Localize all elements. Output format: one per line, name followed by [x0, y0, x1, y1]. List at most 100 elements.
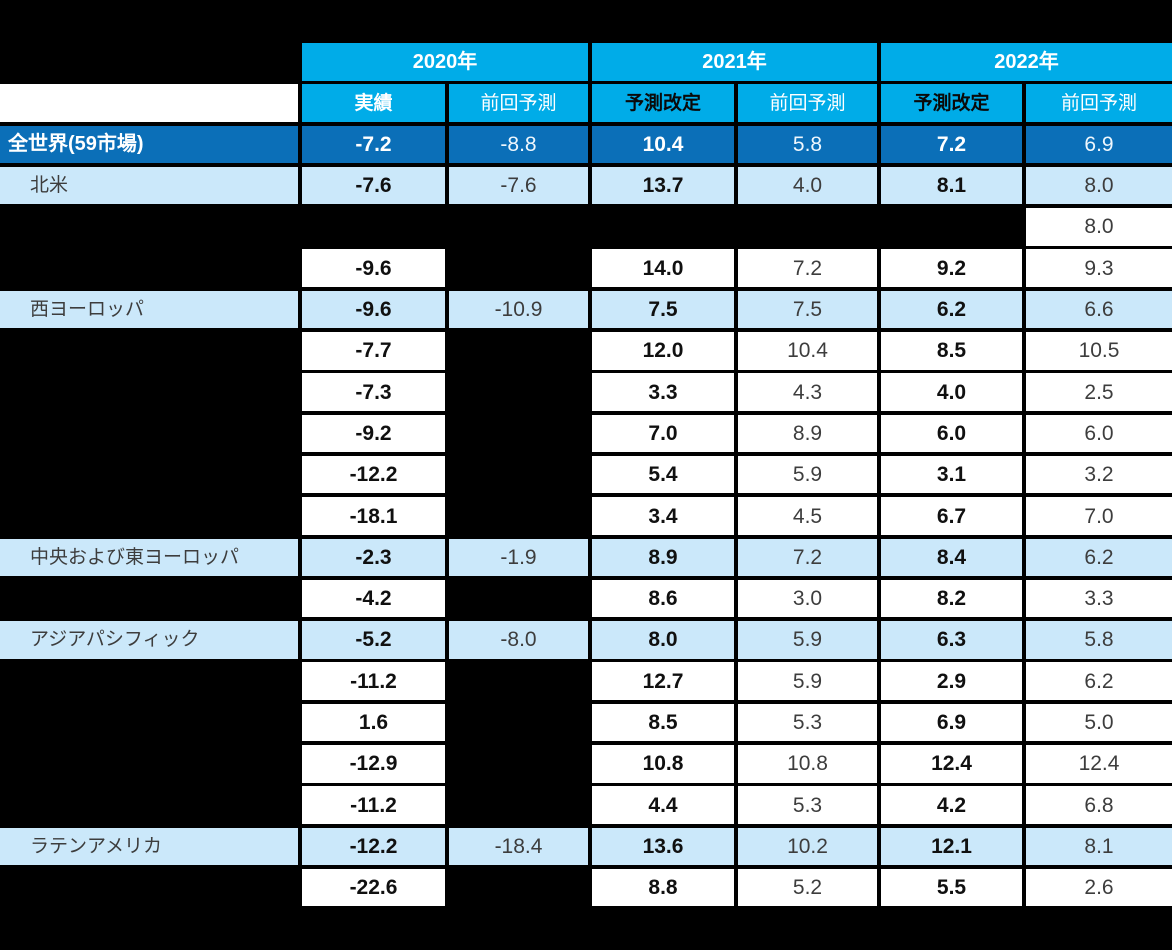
value-cell: 6.2	[1026, 538, 1172, 577]
value-cell: -2.3	[302, 538, 445, 577]
value-cell: -12.2	[302, 827, 445, 866]
value-cell: 4.2	[881, 786, 1022, 824]
value-cell: 8.5	[592, 703, 734, 742]
value-cell-hidden	[449, 869, 588, 907]
value-cell-hidden	[449, 580, 588, 618]
value-cell: 10.4	[592, 125, 734, 164]
value-cell: 6.0	[881, 414, 1022, 453]
value-cell: 6.3	[881, 621, 1022, 659]
table-grid: 2020年 2021年 2022年 実績 前回予測 予測改定 前回予測 予測改定…	[0, 43, 1172, 907]
value-cell: 2.6	[1026, 868, 1172, 907]
value-cell: 6.6	[1026, 290, 1172, 329]
subheader-previous-2021: 前回予測	[738, 84, 877, 122]
corner-blank-cell	[0, 43, 298, 81]
value-cell: 3.1	[881, 455, 1022, 494]
value-cell: -9.6	[302, 290, 445, 329]
value-cell: 5.9	[738, 455, 877, 494]
row-label-hidden	[0, 373, 298, 411]
value-cell: 7.0	[1026, 497, 1172, 535]
value-cell: 12.4	[1026, 745, 1172, 783]
row-label-hidden	[0, 456, 298, 494]
value-cell: 8.8	[592, 868, 734, 907]
value-cell: 7.0	[592, 414, 734, 453]
value-cell: 13.6	[592, 827, 734, 866]
value-cell: 4.5	[738, 497, 877, 535]
value-cell: -7.6	[302, 166, 445, 205]
value-cell: 4.0	[881, 373, 1022, 411]
value-cell: 7.5	[738, 290, 877, 329]
value-cell: -8.8	[449, 125, 588, 164]
value-cell: 5.0	[1026, 703, 1172, 742]
value-cell: 8.6	[592, 579, 734, 618]
value-cell-hidden	[449, 373, 588, 411]
value-cell: -18.4	[449, 827, 588, 866]
value-cell: -7.7	[302, 332, 445, 370]
value-cell: 7.2	[738, 538, 877, 577]
value-cell-hidden	[881, 208, 1022, 246]
row-label: アジアパシフィック	[0, 621, 298, 659]
value-cell: -9.2	[302, 414, 445, 453]
value-cell: 8.1	[1026, 827, 1172, 866]
value-cell: -10.9	[449, 290, 588, 329]
value-cell: 5.2	[738, 868, 877, 907]
value-cell: 10.8	[592, 745, 734, 783]
value-cell: 8.9	[738, 414, 877, 453]
year-header-2021: 2021年	[592, 43, 877, 81]
row-label: 全世界(59市場)	[0, 125, 298, 164]
value-cell: -11.2	[302, 786, 445, 824]
value-cell: 5.9	[738, 662, 877, 700]
subheader-revised-2021: 予測改定	[592, 84, 734, 122]
row-label-hidden	[0, 415, 298, 453]
row-label-hidden	[0, 662, 298, 700]
value-cell: 8.5	[881, 332, 1022, 370]
value-cell: 13.7	[592, 166, 734, 205]
value-cell-hidden	[449, 662, 588, 700]
row-label-header-blank	[0, 84, 298, 122]
value-cell: 7.5	[592, 290, 734, 329]
value-cell: 9.2	[881, 249, 1022, 287]
value-cell: -12.9	[302, 745, 445, 783]
value-cell: 8.4	[881, 538, 1022, 577]
subheader-previous-2020: 前回予測	[449, 84, 588, 122]
value-cell: 8.9	[592, 538, 734, 577]
row-label-hidden	[0, 786, 298, 824]
value-cell: 6.2	[881, 290, 1022, 329]
value-cell: -11.2	[302, 662, 445, 700]
value-cell: 5.9	[738, 621, 877, 659]
value-cell: 8.2	[881, 579, 1022, 618]
value-cell: -7.6	[449, 166, 588, 205]
value-cell-hidden	[592, 208, 734, 246]
year-header-2020: 2020年	[302, 43, 588, 81]
value-cell: 12.7	[592, 662, 734, 700]
value-cell: 6.9	[881, 703, 1022, 742]
value-cell: 6.0	[1026, 414, 1172, 453]
value-cell: 8.1	[881, 166, 1022, 205]
value-cell-hidden	[449, 456, 588, 494]
value-cell: 10.2	[738, 827, 877, 866]
value-cell: 14.0	[592, 249, 734, 287]
value-cell-hidden	[449, 745, 588, 783]
row-label-hidden	[0, 332, 298, 370]
row-label: ラテンアメリカ	[0, 827, 298, 866]
value-cell: 12.0	[592, 332, 734, 370]
row-label: 北米	[0, 166, 298, 205]
value-cell-hidden	[738, 208, 877, 246]
value-cell: 8.0	[1026, 166, 1172, 205]
value-cell: 2.5	[1026, 373, 1172, 411]
value-cell-hidden	[449, 208, 588, 246]
value-cell: 5.8	[1026, 621, 1172, 659]
value-cell: 5.3	[738, 786, 877, 824]
value-cell: -12.2	[302, 455, 445, 494]
subheader-actual-2020: 実績	[302, 84, 445, 122]
value-cell: 6.2	[1026, 662, 1172, 700]
value-cell: 8.0	[592, 621, 734, 659]
value-cell: 12.1	[881, 827, 1022, 866]
value-cell-hidden	[302, 208, 445, 246]
value-cell: 3.3	[592, 373, 734, 411]
row-label-hidden	[0, 745, 298, 783]
value-cell: 9.3	[1026, 249, 1172, 287]
row-label: 西ヨーロッパ	[0, 290, 298, 329]
subheader-revised-2022: 予測改定	[881, 84, 1022, 122]
value-cell: -1.9	[449, 538, 588, 577]
